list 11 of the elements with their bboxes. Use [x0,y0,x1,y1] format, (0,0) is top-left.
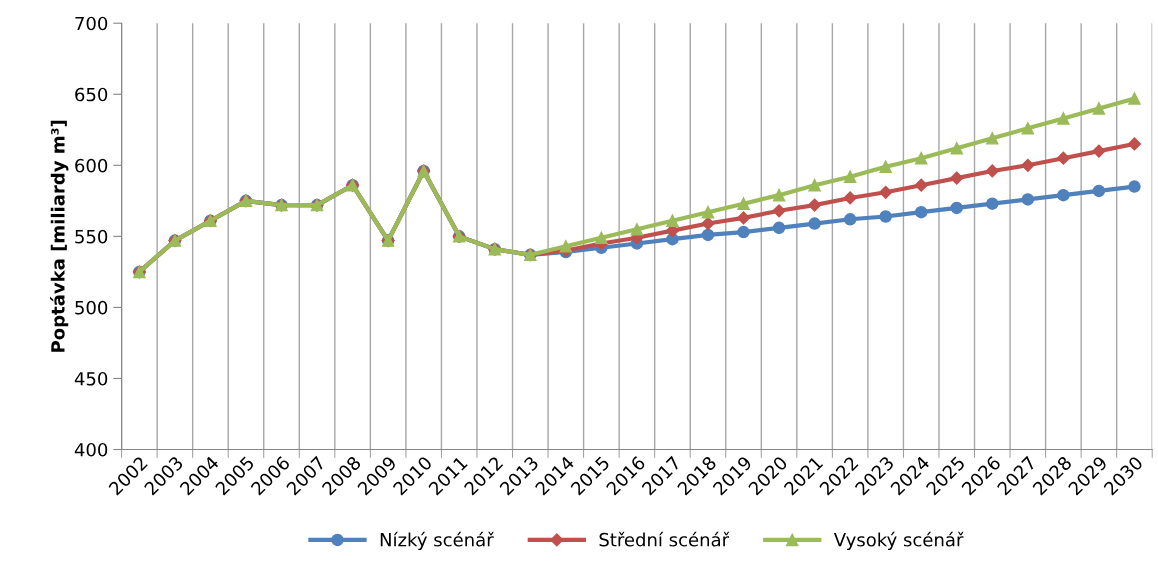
legend-label: Nízký scénář [380,531,494,551]
legend-label: Střední scénář [599,531,730,547]
y-tick-label: 600 [75,158,108,173]
y-tick-label: 400 [74,442,108,457]
y-tick-label: 500 [75,300,108,315]
y-tick-label: 550 [75,229,108,244]
legend-label: Vysoký scénář [833,531,964,551]
y-axis-title: Poptávka [miliardy m³] [50,120,69,352]
y-tick-label: 650 [75,87,108,102]
y-tick-label: 450 [74,371,108,386]
y-tick-label: 700 [75,16,108,31]
